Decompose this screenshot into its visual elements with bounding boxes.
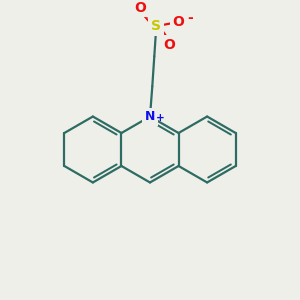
Text: O: O [173,15,184,29]
Text: S: S [151,19,161,33]
Text: O: O [135,1,146,15]
Text: -: - [187,11,193,25]
Text: +: + [156,113,164,123]
Text: N: N [145,110,155,123]
Text: O: O [163,38,175,52]
